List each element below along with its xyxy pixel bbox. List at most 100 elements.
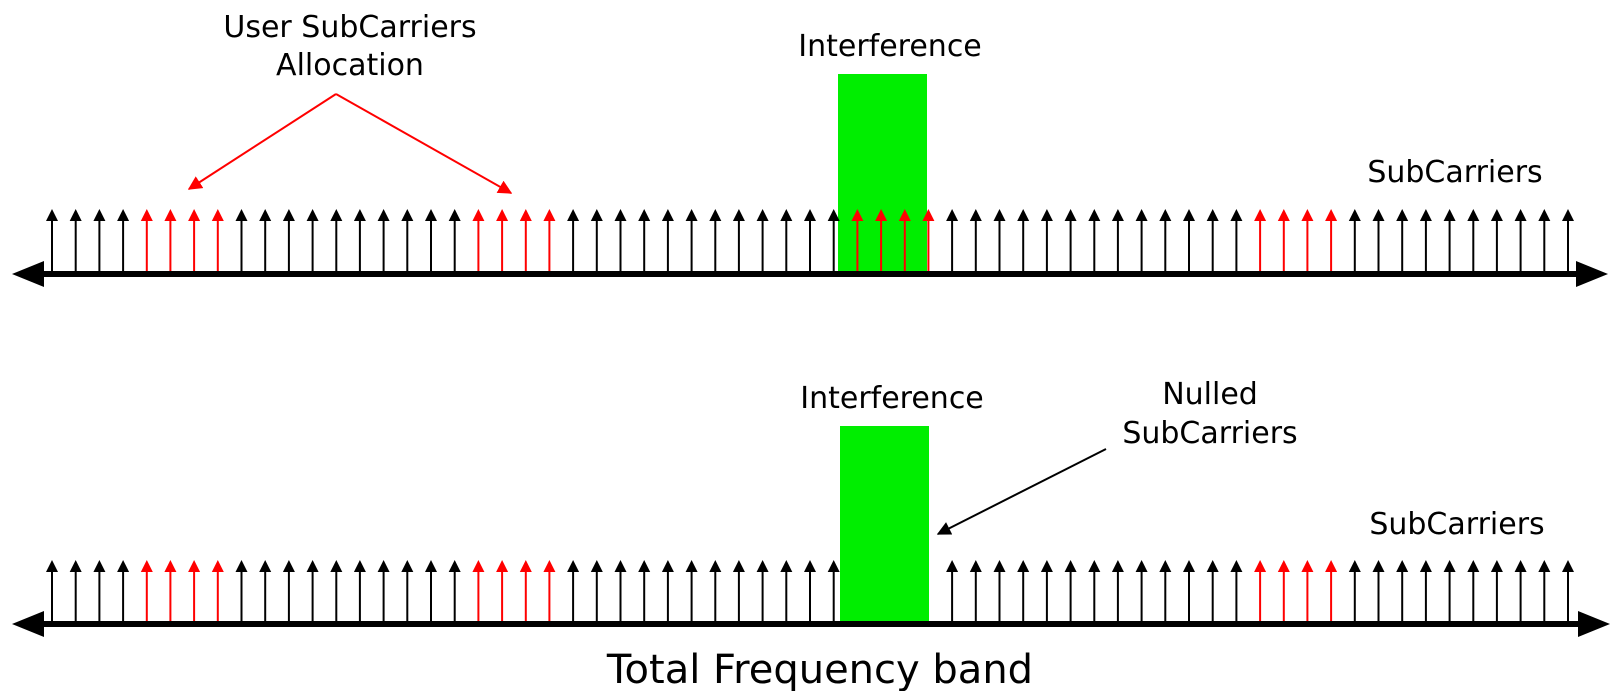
- top-panel: User SubCarriers Allocation Interference…: [12, 10, 1608, 287]
- top-allocation-label-line1: User SubCarriers: [223, 10, 476, 45]
- top-subcarrier-stem: [709, 209, 722, 274]
- top-subcarrier-stem: [164, 209, 177, 274]
- bottom-subcarrier-stem: [638, 560, 651, 624]
- top-subcarrier-stem: [1514, 209, 1527, 274]
- top-subcarrier-stem: [1064, 209, 1077, 274]
- top-subcarrier-stem: [1254, 209, 1267, 274]
- bottom-subcarrier-stem: [282, 560, 295, 624]
- bottom-subcarrier-stem: [140, 560, 153, 624]
- bottom-subcarrier-stem: [1159, 560, 1172, 624]
- top-subcarrier-stem: [685, 209, 698, 274]
- top-subcarrier-stem: [496, 209, 509, 274]
- top-subcarrier-stems: [46, 209, 1574, 274]
- bottom-subcarrier-stem: [804, 560, 816, 624]
- bottom-subcarrier-stem: [117, 560, 130, 624]
- top-subcarrier-stem: [1159, 209, 1172, 274]
- bottom-subcarrier-stem: [1277, 560, 1290, 624]
- bottom-subcarrier-stem: [46, 560, 58, 624]
- bottom-subcarrier-stem: [1254, 560, 1267, 624]
- total-frequency-band-label: Total Frequency band: [606, 647, 1033, 691]
- bottom-nulled-label-line1: Nulled: [1162, 377, 1258, 412]
- bottom-subcarrier-stem: [1396, 560, 1409, 624]
- top-subcarrier-stem: [1467, 209, 1480, 274]
- bottom-subcarrier-stem: [685, 560, 698, 624]
- top-subcarrier-stem: [1230, 209, 1243, 274]
- bottom-subcarrier-stem: [543, 560, 556, 624]
- bottom-subcarrier-stem: [306, 560, 319, 624]
- top-subcarrier-stem: [117, 209, 130, 274]
- top-subcarrier-stem: [638, 209, 651, 274]
- bottom-subcarrier-stem: [164, 560, 177, 624]
- bottom-subcarrier-stem: [969, 560, 982, 624]
- top-allocation-callout-arrow-left: [187, 93, 337, 190]
- bottom-subcarrier-stem: [1088, 560, 1101, 624]
- top-subcarrier-stem: [1111, 209, 1124, 274]
- top-subcarrier-stem: [1277, 209, 1290, 274]
- top-subcarrier-stem: [1372, 209, 1385, 274]
- bottom-interference-label: Interference: [800, 381, 984, 416]
- top-subcarrier-stem: [875, 209, 888, 274]
- bottom-subcarrier-stem: [1562, 560, 1574, 624]
- bottom-subcarrier-stem: [1064, 560, 1077, 624]
- bottom-subcarrier-stem: [1111, 560, 1124, 624]
- top-subcarrier-stem: [804, 209, 816, 274]
- top-subcarrier-stem: [567, 209, 580, 274]
- bottom-subcarrier-stem: [1490, 560, 1503, 624]
- bottom-subcarrier-stem: [377, 560, 390, 624]
- bottom-nulled-callout-arrow: [936, 448, 1107, 535]
- top-subcarrier-stem: [425, 209, 437, 274]
- top-subcarrier-stem: [780, 209, 793, 274]
- bottom-subcarrier-stem: [472, 560, 485, 624]
- top-subcarrier-stem: [472, 209, 485, 274]
- top-subcarrier-stem: [1135, 209, 1148, 274]
- bottom-subcarrier-stem: [1443, 560, 1456, 624]
- bottom-subcarrier-stem: [401, 560, 414, 624]
- bottom-subcarrier-stem: [330, 560, 343, 624]
- bottom-subcarrier-stem: [1325, 560, 1338, 624]
- top-subcarrier-stem: [282, 209, 295, 274]
- top-subcarrier-stem: [898, 209, 911, 274]
- top-subcarrier-stem: [306, 209, 319, 274]
- bottom-subcarrier-stem: [756, 560, 769, 624]
- bottom-subcarrier-stem: [496, 560, 509, 624]
- bottom-subcarrier-stem: [1135, 560, 1148, 624]
- top-subcarrier-stem: [756, 209, 769, 274]
- top-subcarrier-stem: [1183, 209, 1195, 274]
- top-subcarrier-stem: [1419, 209, 1432, 274]
- bottom-subcarrier-stem: [211, 560, 224, 624]
- top-subcarrier-stem: [353, 209, 366, 274]
- top-subcarrier-stem: [259, 209, 272, 274]
- bottom-subcarrier-stem: [519, 560, 532, 624]
- bottom-subcarrier-stem: [661, 560, 674, 624]
- bottom-interference-block: [840, 426, 929, 624]
- bottom-frequency-axis: [12, 611, 1610, 637]
- top-subcarrier-stem: [93, 209, 106, 274]
- top-interference-label: Interference: [798, 29, 982, 64]
- bottom-subcarrier-stem: [448, 560, 461, 624]
- bottom-subcarrier-stem: [69, 560, 82, 624]
- bottom-subcarrier-stem: [1301, 560, 1314, 624]
- top-subcarrier-stem: [1443, 209, 1456, 274]
- bottom-subcarrier-stem: [1419, 560, 1432, 624]
- bottom-subcarrier-stem: [732, 560, 745, 624]
- top-subcarrier-stem: [946, 209, 959, 274]
- top-subcarrier-stem: [993, 209, 1006, 274]
- top-subcarrier-stem: [1538, 209, 1551, 274]
- bottom-subcarrier-stem: [827, 560, 840, 624]
- bottom-subcarrier-stem: [235, 560, 248, 624]
- bottom-subcarrier-stem: [188, 560, 201, 624]
- top-subcarrier-stem: [543, 209, 556, 274]
- top-subcarrier-stem: [140, 209, 153, 274]
- bottom-subcarrier-stem: [1040, 560, 1053, 624]
- bottom-subcarrier-stem: [1348, 560, 1361, 624]
- top-subcarrier-stem: [188, 209, 201, 274]
- top-subcarrier-stem: [1301, 209, 1314, 274]
- top-subcarriers-label: SubCarriers: [1367, 155, 1542, 190]
- bottom-subcarrier-stem: [1538, 560, 1551, 624]
- top-subcarrier-stem: [235, 209, 248, 274]
- bottom-nulled-label-line2: SubCarriers: [1122, 416, 1297, 451]
- bottom-subcarrier-stem: [93, 560, 106, 624]
- top-subcarrier-stem: [661, 209, 674, 274]
- top-frequency-axis: [12, 261, 1608, 287]
